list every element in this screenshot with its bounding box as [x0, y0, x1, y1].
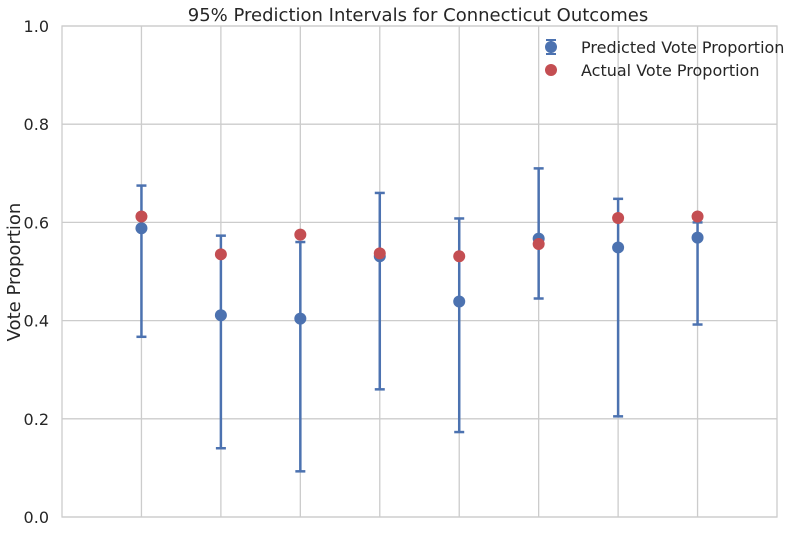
actual-point	[612, 211, 625, 224]
actual-point	[453, 250, 466, 263]
predicted-point	[135, 222, 148, 235]
y-tick-label: 0.4	[24, 312, 49, 331]
data-points	[135, 210, 704, 325]
legend-predicted-marker	[545, 41, 557, 53]
y-axis-label: Vote Proportion	[4, 203, 25, 342]
legend-actual-marker	[545, 64, 557, 76]
y-tick-label: 0.0	[24, 508, 49, 527]
legend-actual-label: Actual Vote Proportion	[581, 61, 759, 80]
y-tick-label: 1.0	[24, 17, 49, 36]
predicted-point	[453, 295, 466, 308]
actual-point	[294, 228, 307, 241]
predicted-point	[691, 231, 704, 244]
y-tick-labels: 0.0 0.2 0.4 0.6 0.8 1.0	[24, 17, 49, 527]
chart-title: 95% Prediction Intervals for Connecticut…	[188, 5, 648, 26]
predicted-point	[612, 241, 625, 254]
predicted-point	[214, 309, 227, 322]
legend-predicted-label: Predicted Vote Proportion	[581, 38, 784, 57]
actual-point	[214, 248, 227, 261]
y-tick-label: 0.2	[24, 410, 49, 429]
actual-point	[532, 238, 545, 251]
y-tick-label: 0.6	[24, 213, 49, 232]
actual-point	[691, 210, 704, 223]
legend: Predicted Vote Proportion Actual Vote Pr…	[545, 38, 784, 80]
grid	[62, 25, 777, 518]
predicted-point	[294, 312, 307, 325]
actual-point	[373, 247, 386, 260]
y-tick-label: 0.8	[24, 115, 49, 134]
actual-point	[135, 210, 148, 223]
plot-frame	[61, 25, 778, 518]
